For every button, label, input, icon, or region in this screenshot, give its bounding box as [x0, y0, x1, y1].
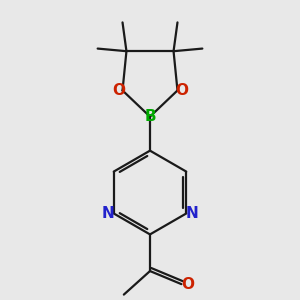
Text: O: O	[175, 83, 188, 98]
Text: B: B	[144, 109, 156, 124]
Text: N: N	[102, 206, 115, 221]
Text: O: O	[182, 277, 194, 292]
Text: O: O	[112, 83, 125, 98]
Text: N: N	[185, 206, 198, 221]
